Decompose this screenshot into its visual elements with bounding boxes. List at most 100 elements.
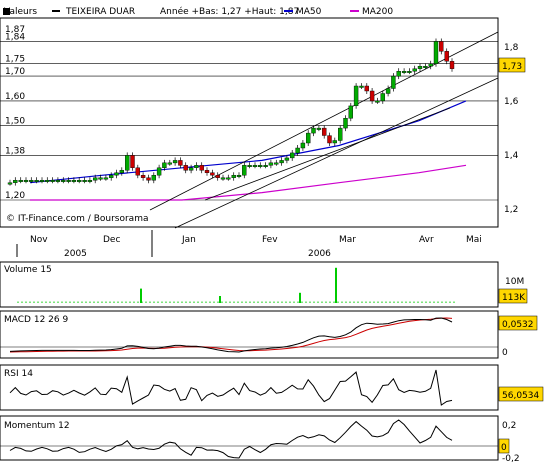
candle-body xyxy=(332,140,337,144)
candle-body xyxy=(369,90,375,102)
year-label-2006: 2006 xyxy=(308,249,331,259)
candle-body xyxy=(417,65,423,69)
rsi-last-badge xyxy=(498,386,544,402)
candle-body xyxy=(242,165,247,176)
volume-last-value: 113K xyxy=(502,293,526,303)
candle-body xyxy=(236,174,242,177)
candle-body xyxy=(13,179,18,183)
candle-body xyxy=(226,177,231,180)
volume-tick-label: 10M xyxy=(505,277,524,287)
month-label-dec: Dec xyxy=(103,235,120,245)
momentum-panel-title: Momentum 12 xyxy=(4,421,70,431)
candle-body xyxy=(433,41,439,64)
candle-body xyxy=(284,157,290,161)
volume-panel-title: Volume 15 xyxy=(4,265,52,275)
price-left-tick: 1,84 xyxy=(5,32,25,42)
price-left-tick: 1,60 xyxy=(5,92,25,102)
price-left-tick: 1,20 xyxy=(5,191,25,201)
price-right-tick-labels: 1,8 1,6 1,4 1,2 xyxy=(504,43,519,215)
candle-body xyxy=(428,63,433,67)
month-label-mai: Mai xyxy=(466,235,482,245)
candle-body xyxy=(364,85,369,92)
candle-body xyxy=(316,127,322,130)
candle-body xyxy=(343,117,348,129)
macd-panel-frame xyxy=(0,310,499,359)
macd-last-value: 0,0532 xyxy=(502,320,534,330)
candle-body xyxy=(119,170,125,174)
candle-body xyxy=(45,179,50,182)
candle-body xyxy=(231,174,236,178)
last-price-badge xyxy=(498,57,526,73)
candle-body xyxy=(444,51,449,62)
candle-body xyxy=(151,174,157,181)
candle-body xyxy=(114,172,119,176)
candle-body xyxy=(322,127,327,136)
candle-body xyxy=(29,179,34,182)
candle-body xyxy=(247,165,252,168)
price-plot xyxy=(0,31,499,229)
macd-panel-title: MACD 12 26 9 xyxy=(4,315,68,325)
candle-body xyxy=(423,65,428,68)
candle-body xyxy=(359,85,364,88)
candle-body xyxy=(199,165,204,171)
candle-body xyxy=(391,75,396,89)
ma200-legend-label: MA200 xyxy=(362,7,393,17)
candle-body xyxy=(156,167,162,176)
candle-body xyxy=(375,100,380,103)
volume-plot xyxy=(17,267,455,303)
candle-body xyxy=(98,177,103,180)
candle-body xyxy=(50,179,55,182)
price-left-tick: 1,70 xyxy=(5,67,25,77)
candle-body xyxy=(167,162,173,165)
volume-last-badge xyxy=(498,288,528,304)
price-left-tick: 1,38 xyxy=(5,146,25,156)
candle-body xyxy=(220,177,226,180)
macd-last-badge xyxy=(498,315,538,331)
candle-body xyxy=(39,179,45,182)
candle-body xyxy=(18,179,23,182)
candle-body xyxy=(34,179,39,182)
rsi-plot xyxy=(9,369,453,406)
month-label-mar: Mar xyxy=(339,235,356,245)
month-label-nov: Nov xyxy=(30,235,48,245)
candle-body xyxy=(108,174,114,178)
candle-body xyxy=(178,160,183,166)
candle-body xyxy=(82,179,87,182)
candle-body xyxy=(183,165,188,171)
trend-line xyxy=(149,31,499,211)
header-label: Valeurs xyxy=(4,7,37,17)
candle-body xyxy=(66,179,71,182)
momentum-bottom-label: -0,2 xyxy=(502,454,520,463)
candle-body xyxy=(188,167,194,171)
candle-body xyxy=(279,160,284,164)
price-right-tick: 1,8 xyxy=(504,43,519,53)
candle-body xyxy=(274,162,279,165)
candle-body xyxy=(353,85,359,106)
month-label-fev: Fev xyxy=(262,235,278,245)
candle-body xyxy=(327,135,332,144)
macd-plot xyxy=(0,317,498,353)
candle-body xyxy=(172,160,178,164)
candle-body xyxy=(162,162,167,169)
month-label-avr: Avr xyxy=(419,235,434,245)
price-panel-frame xyxy=(0,17,499,228)
price-left-tick-labels: 1,871,84 1,75 1,70 1,60 1,50 1,38 1,20 xyxy=(5,25,25,201)
candle-body xyxy=(380,93,385,102)
candle-body xyxy=(61,179,66,182)
price-right-tick: 1,2 xyxy=(504,205,518,215)
candle-body xyxy=(396,70,401,77)
rsi-last-value: 56,0534 xyxy=(502,391,539,401)
candle-body xyxy=(412,68,417,72)
candle-body xyxy=(300,142,306,149)
candle-body xyxy=(146,177,151,181)
header-stock-swatch xyxy=(52,10,60,12)
candle-body xyxy=(135,167,141,176)
ma50-legend-swatch xyxy=(284,10,293,12)
momentum-last-badge xyxy=(498,438,510,454)
candle-body xyxy=(124,155,130,171)
candle-body xyxy=(407,70,412,73)
candle-body xyxy=(71,179,77,182)
candle-body xyxy=(401,70,407,73)
ma50-legend-label: MA50 xyxy=(296,7,322,17)
ma200-legend-swatch xyxy=(350,10,359,12)
